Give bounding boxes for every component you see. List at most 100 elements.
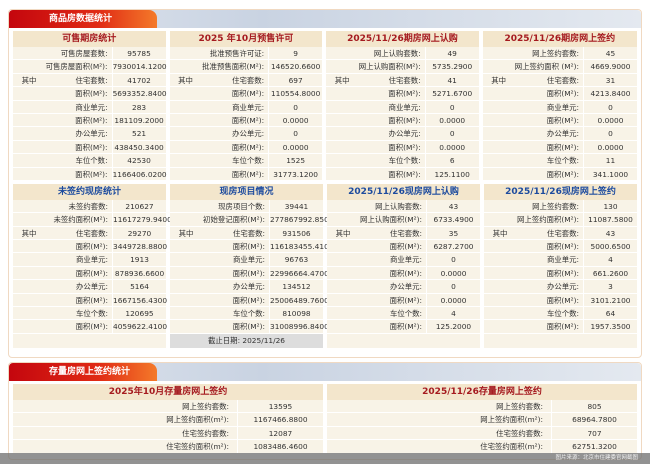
table-row: 面积(M²): 0.0000 xyxy=(327,266,480,281)
row-value: 4213.8400 xyxy=(582,87,637,100)
row-label: 网上认购套数: xyxy=(375,201,422,211)
row-value: 805 xyxy=(551,400,637,413)
row-label: 网上认购面积(M²): xyxy=(360,215,422,225)
table-row: 网上认购套数: 43 xyxy=(327,199,480,214)
row-group-label xyxy=(484,267,516,279)
row-label: 面积(M²): xyxy=(389,295,422,305)
row-value: 0.0000 xyxy=(582,140,637,154)
row-label: 车位个数: xyxy=(389,309,422,319)
row-label: 办公单元: xyxy=(389,282,422,292)
table-row: 批准预售许可证: 9 xyxy=(169,47,323,61)
row-value: 4669.9000 xyxy=(582,60,637,73)
row-value: 25006489.7600 xyxy=(269,293,329,307)
row-group-label xyxy=(13,307,45,319)
row-value: 11 xyxy=(582,154,637,167)
row-label: 面积(M²): xyxy=(75,322,108,332)
row-label: 车位个数: xyxy=(75,309,108,319)
row-value: 96763 xyxy=(269,253,323,266)
row-label: 面积(M²): xyxy=(75,242,108,252)
row-label: 面积(M²): xyxy=(546,295,579,305)
table-row: 面积(M²): 0.0000 xyxy=(327,293,480,308)
table-row: 可售房屋套数: 95785 xyxy=(13,47,166,61)
row-value: 0 xyxy=(268,127,322,140)
row-label: 住宅签约套数: xyxy=(496,428,543,438)
row-value: 0 xyxy=(268,100,322,113)
row-value: 4059622.4100 xyxy=(112,320,168,333)
table-row: 其中 住宅套数: 41702 xyxy=(13,73,166,88)
row-value: 35 xyxy=(426,226,480,240)
row-value: 5735.2900 xyxy=(424,60,479,73)
table-row: 面积(M²): 5000.6500 xyxy=(484,240,637,254)
table-row: 面积(M²): 5693352.8400 xyxy=(13,87,167,101)
row-value: 62751.3200 xyxy=(551,440,637,453)
row-value: 0 xyxy=(424,127,479,140)
row-group-label: 其中 xyxy=(178,75,193,85)
row-value: 49 xyxy=(424,47,479,60)
row-label: 初始登记面积(M²): xyxy=(203,215,265,225)
table-row: 商业单元: 96763 xyxy=(170,253,323,267)
row-label: 商业单元: xyxy=(75,255,108,265)
row-group-label xyxy=(483,60,515,72)
row-value: 0.0000 xyxy=(424,113,479,127)
table-row: 车位个数: 6 xyxy=(326,154,479,168)
row-group-label xyxy=(326,141,358,153)
row-label: 面积(M²): xyxy=(231,169,265,179)
row-group-label xyxy=(327,213,359,225)
table-row: 网上认购面积(M²): 6733.4900 xyxy=(327,213,480,227)
panel-title: 2025 年10月预售许可 xyxy=(169,31,323,47)
row-value: 283 xyxy=(111,100,166,113)
row-value: 0 xyxy=(582,127,637,140)
row-group-label xyxy=(13,253,45,265)
panel-title: 2025/11/26现房网上认购 xyxy=(327,183,480,200)
row-value: 29270 xyxy=(112,226,166,240)
table-row: 面积(M²): 31008996.8400 xyxy=(170,320,329,334)
section-title: 商品房数据统计 xyxy=(9,10,157,28)
row-label: 面积(M²): xyxy=(546,242,579,252)
table-row: 面积(M²): 4213.8400 xyxy=(482,87,637,101)
table-row: 面积(M²): 22996664.4700 xyxy=(170,266,329,281)
row-value: 9 xyxy=(268,47,322,60)
row-value: 41 xyxy=(424,73,479,87)
table-row: 面积(M²): 0.0000 xyxy=(482,140,637,155)
row-label: 面积(M²): xyxy=(231,142,265,152)
table-row: 住宅签约面积(m²): 62751.3200 xyxy=(327,440,637,454)
row-label: 网上签约套数: xyxy=(182,402,229,411)
row-group-label xyxy=(484,307,516,319)
row-label: 办公单元: xyxy=(232,282,265,292)
row-group-label xyxy=(13,267,45,279)
row-value: 1166406.0200 xyxy=(111,167,167,180)
table-row: 初始登记面积(M²): 277867992.8500 xyxy=(170,213,333,227)
row-label: 面积(M²): xyxy=(75,142,108,152)
row-label: 未签约套数: xyxy=(68,201,108,211)
table-row: 车位个数: 810098 xyxy=(170,307,323,321)
table-row: 车位个数: 42530 xyxy=(13,154,166,168)
row-group-label xyxy=(170,280,202,292)
row-value: 0.0000 xyxy=(268,113,322,127)
row-label: 商业单元: xyxy=(232,102,265,112)
table-row: 网上签约套数: 805 xyxy=(327,400,637,414)
row-value: 0.0000 xyxy=(268,140,322,154)
table-row: 现房项目个数: 39441 xyxy=(170,199,323,214)
row-group-label xyxy=(170,127,202,139)
table-row: 办公单元: 0 xyxy=(326,127,479,141)
row-group-label xyxy=(326,154,358,166)
row-group-label xyxy=(13,60,45,72)
stats-panel: 2025年10月存量房网上签约 网上签约套数: 13595 网上签约面积(m²): 11… xyxy=(13,384,323,454)
row-label: 面积(M²): xyxy=(232,268,265,278)
row-value: 1913 xyxy=(112,253,166,266)
row-value: 521 xyxy=(111,127,166,140)
row-group-label xyxy=(13,141,45,153)
table-row: 面积(M²): 110554.8000 xyxy=(169,87,323,101)
table-row: 网上签约面积(m²): 68964.7800 xyxy=(327,413,637,427)
table-row: 面积(M²): 0.0000 xyxy=(326,113,479,128)
table-row: 面积(M²): 3101.2100 xyxy=(484,293,637,308)
row-group-label xyxy=(13,168,45,180)
row-group-label xyxy=(326,47,358,59)
table-row: 面积(M²): 125.2000 xyxy=(327,320,480,334)
table-row: 网上签约套数: 13595 xyxy=(13,400,323,414)
row-label: 网上签约套数: xyxy=(496,402,543,411)
row-label: 车位个数: xyxy=(546,309,579,319)
row-value: 5000.6500 xyxy=(583,240,637,253)
row-value: 95785 xyxy=(111,47,166,60)
row-label: 面积(M²): xyxy=(388,169,421,179)
